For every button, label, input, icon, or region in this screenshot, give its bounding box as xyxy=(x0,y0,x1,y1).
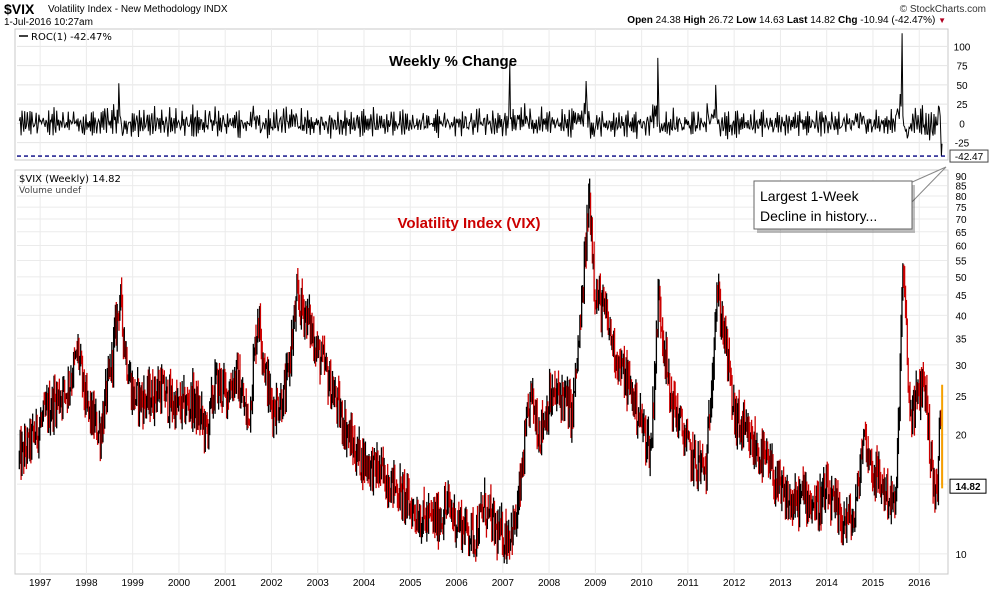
x-tick-label: 1998 xyxy=(75,578,98,589)
down-triangle-icon: ▼ xyxy=(938,16,946,25)
roc-panel-title: Weekly % Change xyxy=(389,53,517,70)
low-label: Low xyxy=(736,15,757,26)
x-tick-label: 1999 xyxy=(122,578,145,589)
vix-tick-label: 20 xyxy=(955,431,967,442)
volume-legend: Volume undef xyxy=(19,186,82,196)
vix-tick-label: 30 xyxy=(955,361,967,372)
vix-tick-label: 80 xyxy=(955,192,967,203)
callout-line-1: Largest 1-Week xyxy=(760,188,860,204)
x-tick-label: 2004 xyxy=(353,578,376,589)
vix-last-value-box xyxy=(949,478,987,494)
callout-line-2: Decline in history... xyxy=(760,208,877,224)
vix-series xyxy=(18,178,944,565)
roc-tick-label: 0 xyxy=(959,119,965,130)
roc-tick-label: 50 xyxy=(956,81,968,92)
vix-tick-label: 10 xyxy=(955,550,967,561)
chart-instrument-name: Volatility Index - New Methodology INDX xyxy=(48,4,228,15)
vix-panel-title: Volatility Index (VIX) xyxy=(397,215,540,232)
x-tick-label: 2015 xyxy=(862,578,885,589)
roc-tick-label: 25 xyxy=(956,100,968,111)
roc-series xyxy=(17,33,947,157)
x-tick-label: 2002 xyxy=(260,578,283,589)
vix-tick-label: 85 xyxy=(955,182,967,193)
last-value: 14.82 xyxy=(810,15,836,26)
roc-tick-label: 100 xyxy=(954,42,971,53)
vix-tick-label: 40 xyxy=(955,311,967,322)
x-tick-label: 2016 xyxy=(908,578,931,589)
x-tick-label: 2000 xyxy=(168,578,191,589)
roc-tick-label: 75 xyxy=(956,62,968,73)
vix-panel-frame xyxy=(14,169,949,575)
vix-tick-label: 60 xyxy=(955,242,967,253)
roc-last-value: -42.47 xyxy=(955,152,984,163)
vix-tick-label: 25 xyxy=(955,392,967,403)
vix-y-axis: 908580757065605550454035302520151014.82 xyxy=(949,172,987,561)
open-value: 24.38 xyxy=(655,15,681,26)
roc-gridlines xyxy=(17,29,947,160)
x-tick-label: 2012 xyxy=(723,578,746,589)
high-value: 26.72 xyxy=(708,15,734,26)
vix-last-value: 14.82 xyxy=(955,482,980,493)
x-tick-label: 2001 xyxy=(214,578,237,589)
x-tick-label: 2009 xyxy=(584,578,607,589)
vix-tick-label: 50 xyxy=(955,273,967,284)
roc-y-axis: 100 75 50 25 0 -25 -42.47 xyxy=(949,42,989,163)
vix-tick-label: 75 xyxy=(955,203,967,214)
x-tick-label: 2007 xyxy=(492,578,515,589)
x-tick-label: 2006 xyxy=(445,578,468,589)
vix-tick-label: 65 xyxy=(955,228,967,239)
x-tick-label: 2013 xyxy=(769,578,792,589)
x-tick-label: 2010 xyxy=(631,578,654,589)
x-tick-label: 2003 xyxy=(307,578,330,589)
vix-last-value-badge: 14.82 xyxy=(949,478,987,494)
vix-tick-label: 55 xyxy=(955,257,967,268)
roc-line xyxy=(18,33,943,157)
vix-tick-label: 90 xyxy=(955,172,967,183)
roc-last-value-badge: -42.47 xyxy=(949,149,989,163)
x-tick-label: 2011 xyxy=(677,578,699,589)
brand-label[interactable]: © StockCharts.com xyxy=(899,4,986,15)
chg-label: Chg xyxy=(838,15,858,26)
chg-value: -10.94 (-42.47%) xyxy=(860,15,936,26)
high-label: High xyxy=(683,15,706,26)
open-label: Open xyxy=(627,15,653,26)
callout-box xyxy=(753,180,913,230)
low-value: 14.63 xyxy=(759,15,785,26)
chart-datetime: 1-Jul-2016 10:27am xyxy=(4,17,93,28)
roc-legend: ROC(1) -42.47% xyxy=(31,32,112,43)
x-axis: 1997 1998 1999 2000 2001 2002 2003 2004 2005 2006… xyxy=(29,578,931,589)
vix-tick-label: 35 xyxy=(955,334,967,345)
vix-legend: $VIX (Weekly) 14.82 xyxy=(19,174,121,185)
x-tick-label: 2005 xyxy=(399,578,422,589)
roc-tick-label: -25 xyxy=(955,139,970,150)
x-tick-label: 2008 xyxy=(538,578,561,589)
ohlc-readout: Open 24.38 High 26.72 Low 14.63 Last 14.… xyxy=(627,15,946,26)
x-tick-label: 2014 xyxy=(816,578,839,589)
vix-tick-label: 45 xyxy=(955,291,967,302)
roc-panel-frame xyxy=(14,28,949,161)
roc-last-value-box xyxy=(949,149,989,163)
x-tick-label: 1997 xyxy=(29,578,52,589)
vix-tick-label: 70 xyxy=(955,215,967,226)
last-label: Last xyxy=(786,15,808,26)
chart-symbol: $VIX xyxy=(4,1,35,17)
